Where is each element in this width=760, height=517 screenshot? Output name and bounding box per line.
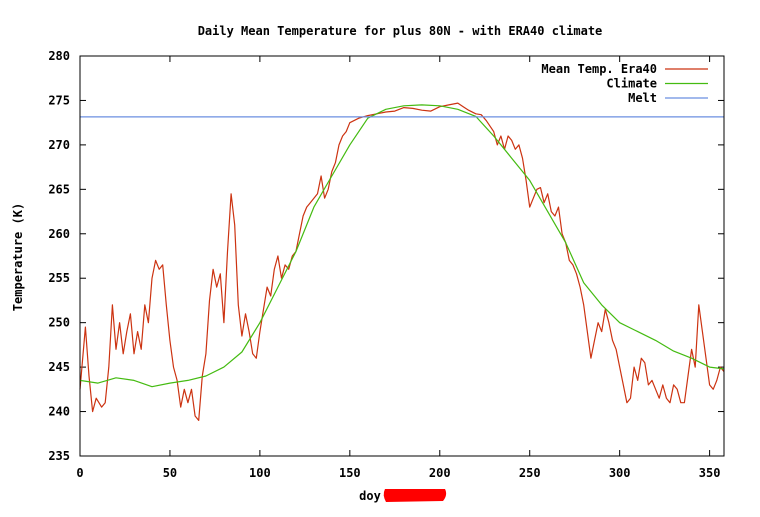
- series-line-climate: [79, 104, 725, 388]
- series-line-mean-temp-era40: [79, 102, 725, 421]
- y-tick-label: 260: [48, 227, 70, 241]
- y-tick-label: 245: [48, 360, 70, 374]
- x-tick-label: 0: [76, 466, 83, 480]
- y-tick-label: 265: [48, 182, 70, 196]
- y-tick-label: 240: [48, 405, 70, 419]
- x-tick-label: 250: [519, 466, 541, 480]
- x-tick-label: 100: [249, 466, 271, 480]
- y-tick-label: 280: [48, 49, 70, 63]
- axes: 235 240 245 250 255 260 265 270 275 280 0 50 100 150 2…: [48, 49, 724, 480]
- y-tick-label: 275: [48, 93, 70, 107]
- chart-title: Daily Mean Temperature for plus 80N - wi…: [198, 24, 603, 38]
- y-axis-label: Temperature (K): [11, 203, 25, 311]
- y-tick-label: 250: [48, 316, 70, 330]
- x-axis-label: doy: [359, 489, 381, 503]
- legend-label-mean-temp-era40: Mean Temp. Era40: [541, 62, 657, 76]
- x-tick-label: 350: [699, 466, 721, 480]
- x-tick-label: 300: [609, 466, 631, 480]
- series-layer: [79, 102, 725, 421]
- plot-frame: [79, 55, 725, 457]
- x-tick-label: 50: [163, 466, 177, 480]
- y-tick-label: 235: [48, 449, 70, 463]
- x-tick-label: 200: [429, 466, 451, 480]
- redaction-mark: [383, 489, 447, 502]
- y-tick-label: 270: [48, 138, 70, 152]
- legend-label-climate: Climate: [606, 77, 657, 91]
- legend-label-melt: Melt: [628, 91, 657, 105]
- y-tick-label: 255: [48, 271, 70, 285]
- x-tick-label: 150: [339, 466, 361, 480]
